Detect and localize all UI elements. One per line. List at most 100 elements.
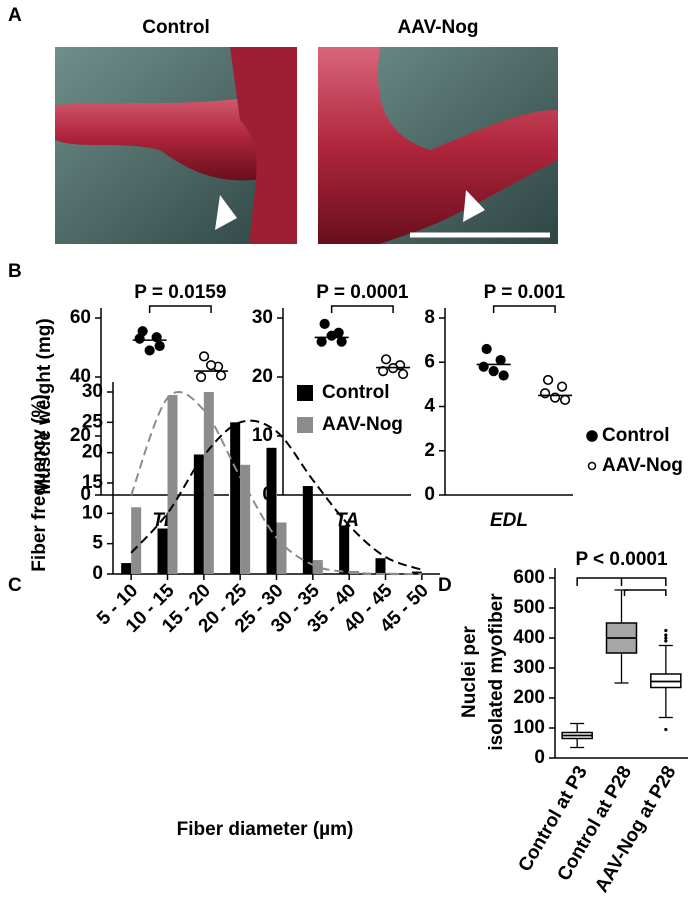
y-tick-label: 4 <box>424 396 435 417</box>
data-point <box>336 336 347 347</box>
bar <box>375 558 386 574</box>
bar <box>339 525 350 574</box>
y-tick-label: 200 <box>513 687 545 708</box>
y-tick-label: 0 <box>424 484 435 505</box>
bar <box>167 395 178 574</box>
outlier <box>664 628 668 633</box>
data-point <box>498 370 509 381</box>
bracket <box>576 577 667 586</box>
bar <box>266 447 277 574</box>
legend-label: Control <box>322 382 390 403</box>
data-point <box>205 360 217 371</box>
photo-aav-nog <box>318 47 558 244</box>
y-tick-label: 100 <box>513 717 545 738</box>
data-point <box>134 333 145 344</box>
y-axis-label: Muscle weight (mg) <box>34 318 55 494</box>
data-point <box>556 381 568 392</box>
y-tick-label: 40 <box>70 366 91 387</box>
panel-label: B <box>8 261 22 282</box>
y-tick-label: 60 <box>70 307 91 328</box>
data-point <box>542 374 554 386</box>
y-tick-label: 10 <box>82 502 103 523</box>
y-tick-label: 20 <box>70 425 91 446</box>
y-tick-label: 30 <box>82 381 103 402</box>
y-tick-label: 8 <box>424 307 435 328</box>
legend-swatch <box>297 417 313 433</box>
annotation: P = 0.0001 <box>316 282 409 303</box>
bracket <box>330 305 394 313</box>
data-point <box>481 343 492 355</box>
annotation: P < 0.0001 <box>575 549 668 570</box>
data-point <box>397 368 409 380</box>
y-tick-label: 2 <box>424 440 435 461</box>
data-point <box>559 394 571 405</box>
data-point <box>154 340 165 352</box>
legend-marker <box>587 461 597 471</box>
y-tick-label: 300 <box>513 657 545 678</box>
outlier <box>664 727 668 732</box>
bar <box>276 522 287 574</box>
outlier <box>664 639 668 643</box>
data-point <box>215 370 227 381</box>
bar <box>302 486 313 574</box>
y-tick-label: 6 <box>424 351 435 372</box>
y-tick-label: 600 <box>513 567 545 588</box>
annotation: P = 0.0159 <box>134 282 226 303</box>
x-axis-label: EDL <box>490 510 528 531</box>
annotation: P = 0.001 <box>484 282 566 303</box>
y-tick-label: 5 <box>92 533 103 554</box>
x-axis-label: Fiber diameter (µm) <box>177 819 354 840</box>
data-point <box>195 371 207 383</box>
photo-label: AAV-Nog <box>398 17 479 38</box>
photo-label: Control <box>142 17 210 38</box>
y-tick-label: 400 <box>513 627 545 648</box>
bracket <box>148 305 212 313</box>
legend-label: Control <box>602 425 670 446</box>
y-tick-label: 30 <box>252 307 273 328</box>
y-tick-label: 500 <box>513 597 545 618</box>
y-tick-label: 0 <box>80 484 91 505</box>
panel-label: D <box>438 575 452 596</box>
x-tick-label: AAV-Nog at P28 <box>591 763 680 897</box>
bar <box>240 464 251 574</box>
panel-label: C <box>8 575 22 596</box>
y-axis-label: Fiber frequency (%) <box>29 394 50 571</box>
y-tick-label: 25 <box>82 411 104 432</box>
panel-label: A <box>8 5 22 26</box>
y-axis-label: Nuclei per <box>459 625 480 717</box>
outlier <box>664 633 668 637</box>
bar <box>203 392 214 574</box>
data-point <box>326 330 337 341</box>
y-tick-label: 0 <box>534 747 545 768</box>
y-axis-label: isolated myofiber <box>486 593 507 751</box>
outlier <box>664 636 668 640</box>
bracket <box>623 589 667 596</box>
bar <box>131 507 142 574</box>
bar <box>121 563 132 574</box>
data-point <box>488 366 499 377</box>
legend-marker <box>586 430 598 442</box>
y-tick-label: 20 <box>82 442 103 463</box>
data-point <box>380 354 392 365</box>
legend-label: AAV-Nog <box>602 455 683 476</box>
y-tick-label: 20 <box>252 366 273 387</box>
fit-curve <box>130 391 422 576</box>
data-point <box>319 318 330 330</box>
y-tick-label: 15 <box>82 472 104 493</box>
legend-swatch <box>297 385 313 401</box>
data-point <box>495 354 506 366</box>
data-point <box>316 336 327 347</box>
bar <box>411 571 422 574</box>
legend-label: AAV-Nog <box>322 414 403 435</box>
fit-curve <box>130 419 423 571</box>
y-tick-label: 10 <box>252 425 273 446</box>
photo-control <box>55 47 297 244</box>
y-tick-label: 0 <box>92 563 103 584</box>
bar <box>312 560 323 574</box>
data-point <box>198 351 210 362</box>
bar <box>157 528 168 574</box>
bar <box>193 454 204 574</box>
data-point <box>144 345 155 356</box>
bracket <box>492 305 556 313</box>
